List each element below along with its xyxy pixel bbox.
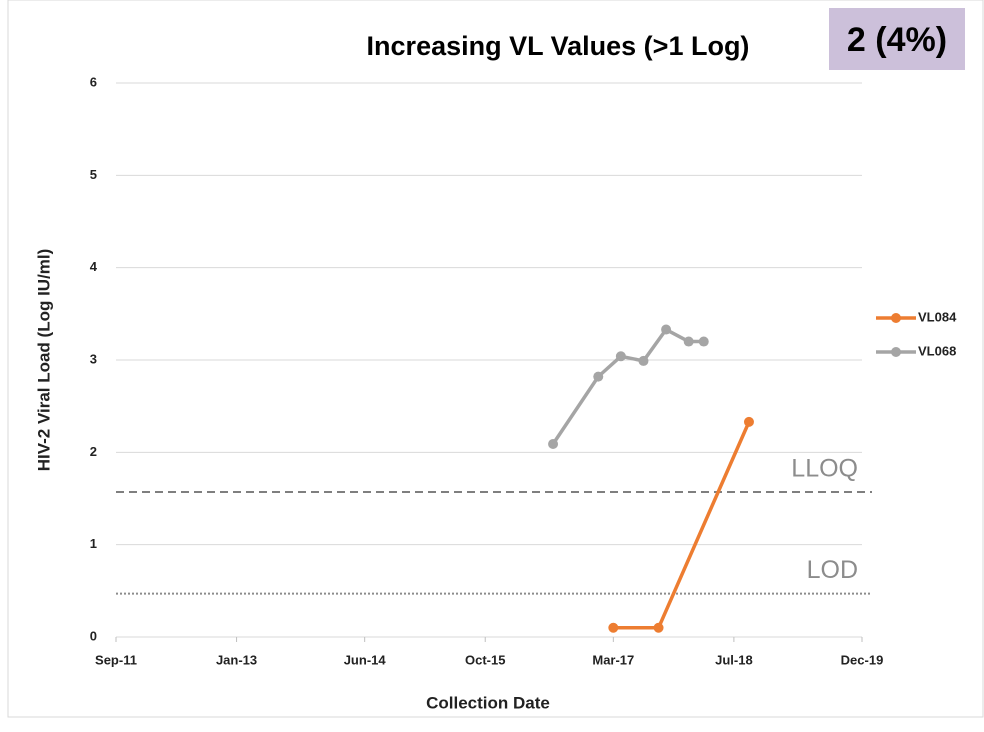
x-tick-label: Jun-14 xyxy=(344,652,387,667)
y-tick-label: 1 xyxy=(90,536,97,551)
y-tick-label: 5 xyxy=(90,167,97,182)
y-tick-label: 6 xyxy=(90,74,97,89)
reference-label: LLOQ xyxy=(791,455,858,483)
data-point xyxy=(743,416,754,427)
data-point xyxy=(653,622,664,633)
legend-label: VL084 xyxy=(918,309,957,324)
legend-marker xyxy=(891,313,901,323)
data-point xyxy=(593,371,604,382)
badge: 2 (4%) xyxy=(847,21,947,59)
data-point xyxy=(683,336,694,347)
x-tick-label: Jan-13 xyxy=(216,652,257,667)
data-point xyxy=(608,622,619,633)
y-tick-label: 0 xyxy=(90,628,97,643)
reference-label: LOD xyxy=(807,556,858,584)
legend-label: VL068 xyxy=(918,343,956,358)
x-tick-label: Mar-17 xyxy=(592,652,634,667)
data-point xyxy=(615,351,626,362)
x-tick-label: Jul-18 xyxy=(715,652,753,667)
data-point xyxy=(661,324,672,335)
x-axis-label: Collection Date xyxy=(426,693,550,712)
y-tick-label: 4 xyxy=(90,259,98,274)
x-tick-label: Oct-15 xyxy=(465,652,505,667)
chart-title: Increasing VL Values (>1 Log) xyxy=(367,31,750,61)
y-axis-label: HIV-2 Viral Load (Log IU/ml) xyxy=(34,249,53,472)
x-tick-label: Dec-19 xyxy=(841,652,884,667)
data-point xyxy=(548,439,559,450)
y-tick-label: 3 xyxy=(90,351,97,366)
data-point xyxy=(698,336,709,347)
legend-marker xyxy=(891,347,901,357)
chart-frame xyxy=(7,0,984,718)
x-tick-label: Sep-11 xyxy=(95,652,137,667)
y-tick-label: 2 xyxy=(90,444,97,459)
badge-box xyxy=(829,8,965,70)
data-point xyxy=(638,355,649,366)
